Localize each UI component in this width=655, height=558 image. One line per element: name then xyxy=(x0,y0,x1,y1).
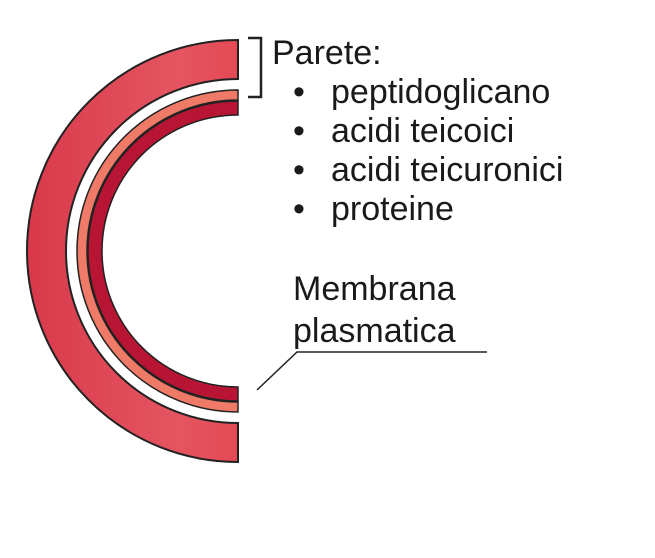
wall-bracket xyxy=(248,36,263,99)
wall-component-label: peptidoglicano xyxy=(331,73,551,111)
wall-component-label: acidi teicoici xyxy=(331,112,515,150)
wall-component-item: • acidi teicuronici xyxy=(293,151,563,189)
bullet-icon: • xyxy=(293,73,305,111)
wall-component-item: • acidi teicoici xyxy=(293,112,514,150)
periplasm-band xyxy=(76,89,239,413)
bullet-icon: • xyxy=(293,190,305,228)
wall-component-label: proteine xyxy=(331,190,454,228)
bullet-icon: • xyxy=(293,112,305,150)
wall-component-item: • proteine xyxy=(293,190,454,228)
plasma-membrane-layer xyxy=(87,100,239,402)
cell-wall-layer xyxy=(26,38,239,464)
wall-component-item: • peptidoglicano xyxy=(293,73,550,111)
membrane-label-line2: plasmatica xyxy=(293,312,456,350)
membrane-leader-line xyxy=(256,351,487,391)
wall-component-label: acidi teicuronici xyxy=(331,151,564,189)
membrane-label-line1: Membrana xyxy=(293,270,456,308)
wall-title: Parete: xyxy=(272,34,382,72)
bullet-icon: • xyxy=(293,151,305,189)
